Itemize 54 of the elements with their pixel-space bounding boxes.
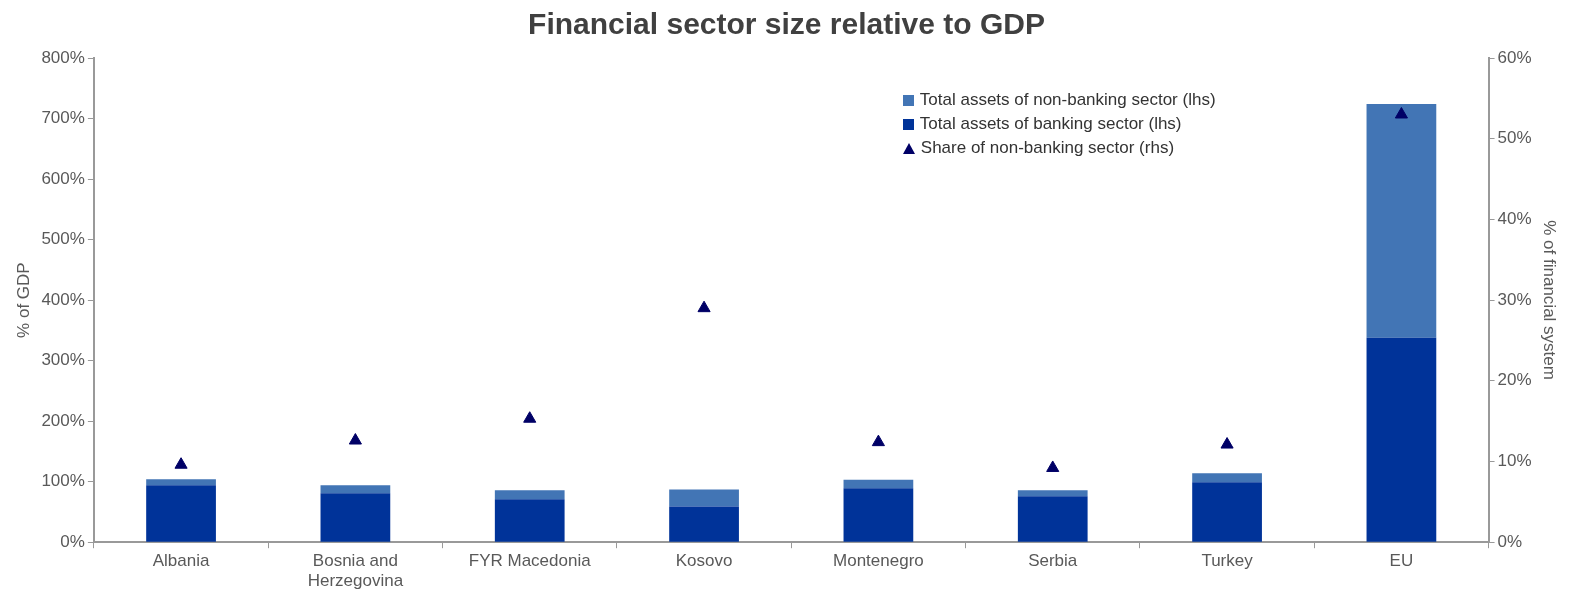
chart-title: Financial sector size relative to GDP [528, 7, 1045, 41]
y-tick-label: 100% [41, 471, 85, 491]
y-tick-label: 500% [41, 229, 85, 249]
bar [1017, 496, 1088, 542]
y-tick-label: 600% [41, 168, 85, 188]
x-tick-label: Kosovo [675, 551, 733, 571]
y2-axis-title: % of financial system [1540, 220, 1560, 380]
bar [320, 485, 391, 494]
x-tick-label: Montenegro [833, 551, 924, 571]
bar [669, 506, 739, 542]
y-tick-label: 200% [41, 410, 85, 430]
legend-label: Share of non-banking sector (rhs) [920, 138, 1175, 158]
y-tick-label: 300% [41, 350, 85, 370]
y2-tick-label: 0% [1497, 531, 1523, 551]
bar [1017, 490, 1088, 497]
y-tick-label: 800% [41, 47, 85, 67]
bar [494, 499, 565, 542]
y2-tick-label: 50% [1497, 128, 1532, 148]
x-tick-label: Turkey [1201, 551, 1254, 571]
point [697, 300, 711, 313]
point [1046, 460, 1060, 472]
y2-tick-label: 20% [1497, 370, 1532, 390]
bar [843, 479, 914, 489]
y2-tick-label: 10% [1497, 451, 1532, 471]
x-tick-label: FYR Macedonia [468, 551, 592, 571]
x-tick-label: Serbia [1028, 551, 1078, 571]
point [348, 433, 362, 445]
y2-tick-label: 30% [1497, 289, 1532, 309]
point [174, 457, 188, 469]
bar [1366, 337, 1437, 542]
x-tick-label: EU [1389, 551, 1414, 571]
y-tick-label: 0% [60, 531, 85, 551]
y-tick-label: 700% [41, 108, 85, 128]
y2-tick-label: 40% [1497, 209, 1532, 229]
bar [1366, 104, 1437, 338]
y-axis-title: % of GDP [13, 262, 33, 338]
legend-label: Total assets of banking sector (lhs) [919, 114, 1182, 134]
bar [320, 493, 391, 542]
bar [1192, 473, 1262, 483]
point [1220, 437, 1234, 449]
bar [146, 485, 216, 542]
legend-label: Total assets of non-banking sector (lhs) [919, 90, 1216, 110]
point [871, 434, 885, 447]
x-tick-label: Bosnia and Herzegovina [307, 551, 404, 591]
bar [146, 479, 216, 486]
y2-tick-label: 60% [1497, 47, 1532, 67]
bar [669, 489, 739, 507]
point [523, 411, 537, 423]
bar [843, 488, 914, 542]
bar [494, 490, 565, 500]
bar [1192, 482, 1262, 542]
x-tick-label: Albania [152, 551, 210, 571]
point [1394, 106, 1408, 119]
y-tick-label: 400% [41, 289, 85, 309]
